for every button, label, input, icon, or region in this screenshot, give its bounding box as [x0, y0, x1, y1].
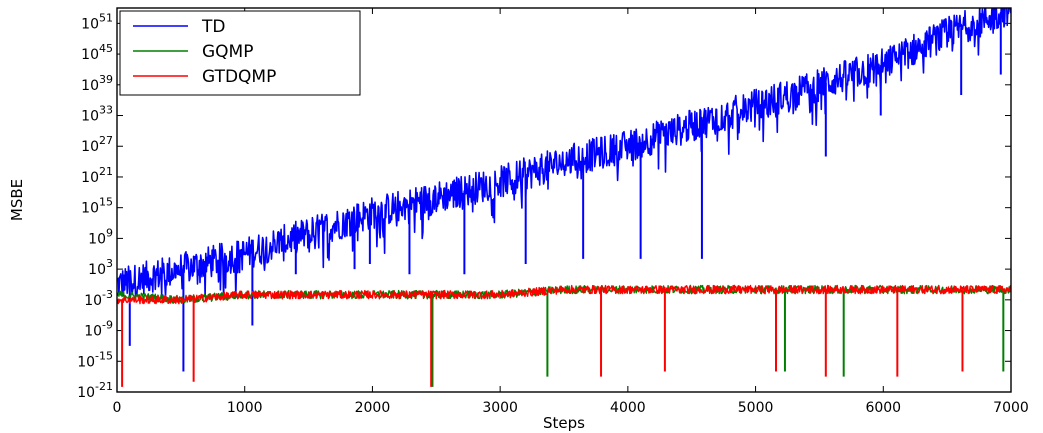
y-tick-label: 103: [88, 257, 113, 278]
y-tick-label: 10-3: [84, 288, 113, 309]
legend-label: TD: [201, 17, 225, 37]
x-axis-label: Steps: [543, 414, 585, 432]
series-gqmp: [117, 284, 1011, 387]
x-tick-label: 7000: [993, 400, 1029, 416]
x-tick-label: 1000: [227, 400, 263, 416]
y-tick-label: 1045: [81, 42, 113, 63]
plot-frame: [116, 7, 1012, 393]
y-tick-label: 1015: [81, 196, 113, 217]
y-tick-label: 1027: [81, 134, 113, 155]
series-line: [117, 284, 1011, 305]
y-axis-label: MSBE: [8, 179, 26, 221]
legend-box: [119, 10, 361, 96]
y-axis-ticks: 10-21 10-15 10-9 10-3 103 109 1015 1021 1027 1033…: [77, 11, 1011, 401]
x-tick-label: 5000: [738, 400, 774, 416]
y-tick-label: 109: [88, 226, 113, 247]
y-tick-label: 1021: [81, 165, 113, 186]
x-axis-ticks: 0 1000 2000 3000 4000 5000 6000 7000: [113, 8, 1029, 416]
legend: TD GQMP GTDQMP: [119, 10, 361, 96]
y-tick-label: 10-9: [84, 319, 113, 340]
series-gtdqmp: [117, 284, 1011, 387]
y-tick-label: 1039: [81, 73, 113, 94]
y-tick-label: 1051: [81, 11, 113, 32]
y-tick-label: 10-15: [77, 349, 113, 370]
series-line: [117, 8, 1011, 301]
y-tick-label: 10-21: [77, 380, 113, 401]
x-tick-label: 6000: [865, 400, 901, 416]
legend-label: GTDQMP: [202, 67, 276, 87]
legend-label: GQMP: [202, 42, 253, 62]
x-tick-label: 4000: [610, 400, 646, 416]
series-layer: [117, 8, 1011, 387]
y-tick-label: 1033: [81, 104, 113, 125]
series-td: [117, 8, 1011, 372]
x-tick-label: 0: [113, 400, 122, 416]
x-tick-label: 3000: [482, 400, 518, 416]
x-tick-label: 2000: [355, 400, 391, 416]
